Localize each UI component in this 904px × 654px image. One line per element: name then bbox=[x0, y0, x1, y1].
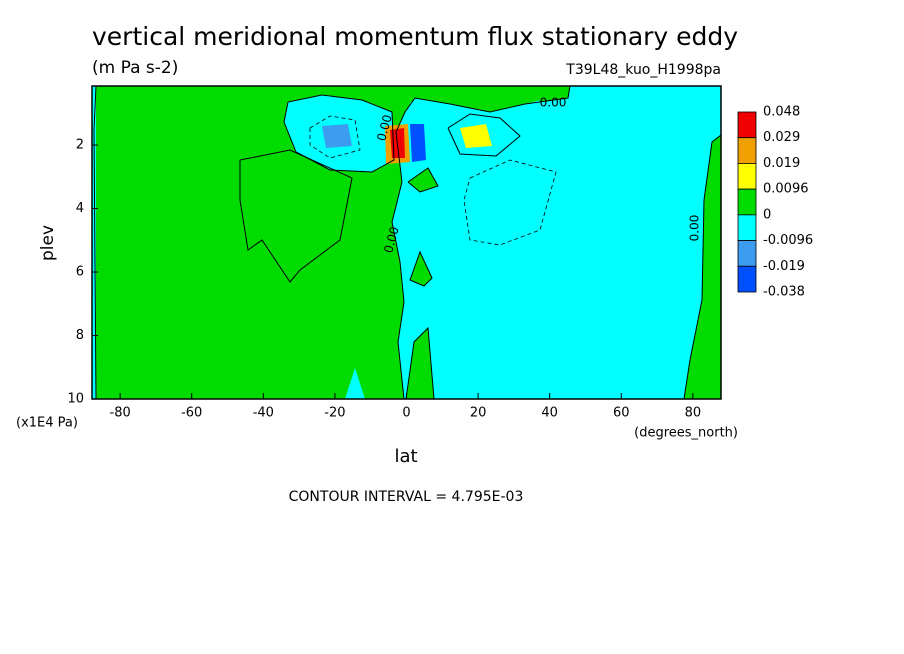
fill-green bbox=[311, 176, 318, 192]
colorbar-label: -0.0096 bbox=[763, 233, 813, 248]
contour-interval: CONTOUR INTERVAL = 4.795E-03 bbox=[289, 489, 524, 505]
colorbar-label: 0.029 bbox=[763, 130, 800, 145]
colorbar-label: -0.019 bbox=[763, 259, 805, 274]
colorbar-label: -0.038 bbox=[763, 285, 805, 300]
contour-line bbox=[683, 134, 722, 400]
fill-yellow bbox=[460, 124, 492, 148]
chart-subtitle: (m Pa s-2) bbox=[92, 58, 178, 78]
y-tick-label: 2 bbox=[76, 138, 84, 153]
x-tick-label: 80 bbox=[685, 406, 702, 421]
chart-title: vertical meridional momentum flux statio… bbox=[92, 22, 738, 51]
fill-dark-blue bbox=[410, 124, 426, 162]
x-tick-label: 60 bbox=[613, 406, 630, 421]
colorbar-box bbox=[737, 188, 757, 216]
colorbar-label: 0 bbox=[763, 207, 771, 222]
run-label: T39L48_kuo_H1998pa bbox=[565, 62, 721, 78]
colorbar-box bbox=[737, 214, 757, 241]
fill-green bbox=[406, 328, 434, 399]
y-tick-label: 8 bbox=[76, 328, 84, 343]
fill-green bbox=[94, 86, 570, 399]
x-tick-label: -60 bbox=[181, 406, 202, 421]
colorbar-box bbox=[737, 265, 757, 293]
fill-blue bbox=[322, 124, 352, 148]
y-axis-label: plev bbox=[38, 225, 58, 261]
x-tick-label: 40 bbox=[541, 406, 558, 421]
y-tick-label: 4 bbox=[76, 201, 84, 216]
x-axis-unit: (degrees_north) bbox=[634, 426, 738, 441]
colorbar-label: 0.019 bbox=[763, 156, 800, 171]
x-tick-label: -20 bbox=[324, 406, 345, 421]
colorbar-box bbox=[737, 111, 757, 139]
fill-green bbox=[410, 252, 432, 286]
y-tick-label: 6 bbox=[76, 265, 84, 280]
contour-label: 0.00 bbox=[374, 113, 394, 142]
y-axis-unit: (x1E4 Pa) bbox=[16, 416, 78, 431]
contour-field bbox=[92, 85, 722, 400]
fill-green bbox=[684, 135, 721, 399]
colorbar-label: 0.0096 bbox=[763, 182, 809, 197]
colorbar-label: 0.048 bbox=[763, 105, 800, 120]
contour-line bbox=[93, 85, 97, 400]
colorbar-box bbox=[737, 137, 757, 164]
contour-line bbox=[405, 326, 435, 400]
contour-line bbox=[447, 113, 521, 157]
contour-line bbox=[239, 149, 353, 283]
x-axis-label: lat bbox=[394, 446, 417, 467]
x-tick-label: 20 bbox=[470, 406, 487, 421]
contour-label: 0.00 bbox=[381, 225, 401, 254]
contour-line bbox=[309, 115, 361, 159]
contour-label: 0.00 bbox=[540, 96, 567, 110]
y-tick-label: 10 bbox=[67, 392, 84, 407]
contour-line bbox=[463, 159, 557, 246]
contour-line bbox=[407, 167, 439, 193]
x-tick-label: -80 bbox=[110, 406, 131, 421]
contour-line bbox=[391, 85, 571, 400]
contour-line bbox=[283, 94, 395, 173]
contour-label: 0.00 bbox=[688, 215, 702, 242]
colorbar-box bbox=[737, 240, 757, 267]
x-tick-label: 0 bbox=[402, 406, 410, 421]
x-tick-label: -40 bbox=[253, 406, 274, 421]
colorbar-box bbox=[737, 163, 757, 190]
contour-line bbox=[409, 250, 433, 287]
fill-green bbox=[408, 168, 438, 192]
